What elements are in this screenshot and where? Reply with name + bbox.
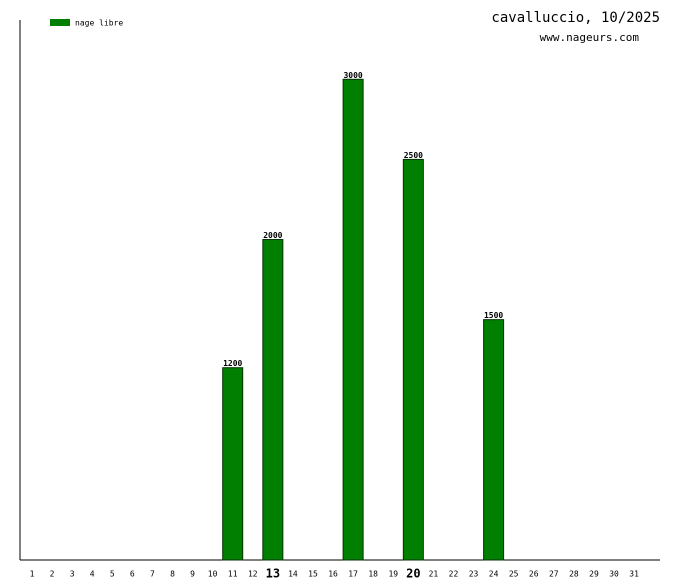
- x-tick-label: 30: [609, 570, 619, 579]
- value-label: 1500: [484, 311, 503, 320]
- x-tick-label: 6: [130, 570, 135, 579]
- x-tick-label: 5: [110, 570, 115, 579]
- x-tick-label: 2: [50, 570, 55, 579]
- value-label: 2000: [263, 231, 282, 240]
- x-tick-label: 29: [589, 570, 599, 579]
- chart-subtitle: www.nageurs.com: [540, 31, 640, 44]
- bar: [483, 319, 505, 561]
- value-label: 1200: [223, 359, 242, 368]
- value-label: 2500: [404, 151, 423, 160]
- x-tick-label: 4: [90, 570, 95, 579]
- x-tick-label: 24: [489, 570, 499, 579]
- x-tick-label: 18: [368, 570, 378, 579]
- x-tick-label: 23: [469, 570, 479, 579]
- x-tick-label: 27: [549, 570, 559, 579]
- bar: [342, 78, 364, 561]
- x-tick-label: 15: [308, 570, 318, 579]
- x-tick-label: 8: [170, 570, 175, 579]
- x-tick-label: 3: [70, 570, 75, 579]
- x-tick-label: 7: [150, 570, 155, 579]
- x-tick-label: 9: [190, 570, 195, 579]
- x-tick-label: 25: [509, 570, 519, 579]
- bar: [222, 367, 244, 561]
- x-tick-label: 20: [406, 567, 420, 580]
- x-tick-label: 21: [429, 570, 439, 579]
- x-tick-label: 26: [529, 570, 539, 579]
- x-tick-label: 31: [629, 570, 639, 579]
- legend-swatch: [50, 19, 70, 26]
- bar: [402, 158, 424, 561]
- x-tick-label: 22: [449, 570, 459, 579]
- x-tick-label: 13: [266, 567, 280, 580]
- x-tick-label: 1: [30, 570, 35, 579]
- value-label: 3000: [343, 71, 362, 80]
- x-tick-label: 10: [208, 570, 218, 579]
- x-tick-label: 16: [328, 570, 338, 579]
- x-tick-label: 19: [388, 570, 398, 579]
- x-tick-label: 12: [248, 570, 258, 579]
- x-tick-label: 11: [228, 570, 238, 579]
- bar: [262, 239, 284, 561]
- chart-title: cavalluccio, 10/2025: [491, 10, 660, 26]
- x-tick-label: 28: [569, 570, 579, 579]
- legend-label: nage libre: [75, 19, 123, 28]
- x-tick-label: 14: [288, 570, 298, 579]
- x-tick-label: 17: [348, 570, 358, 579]
